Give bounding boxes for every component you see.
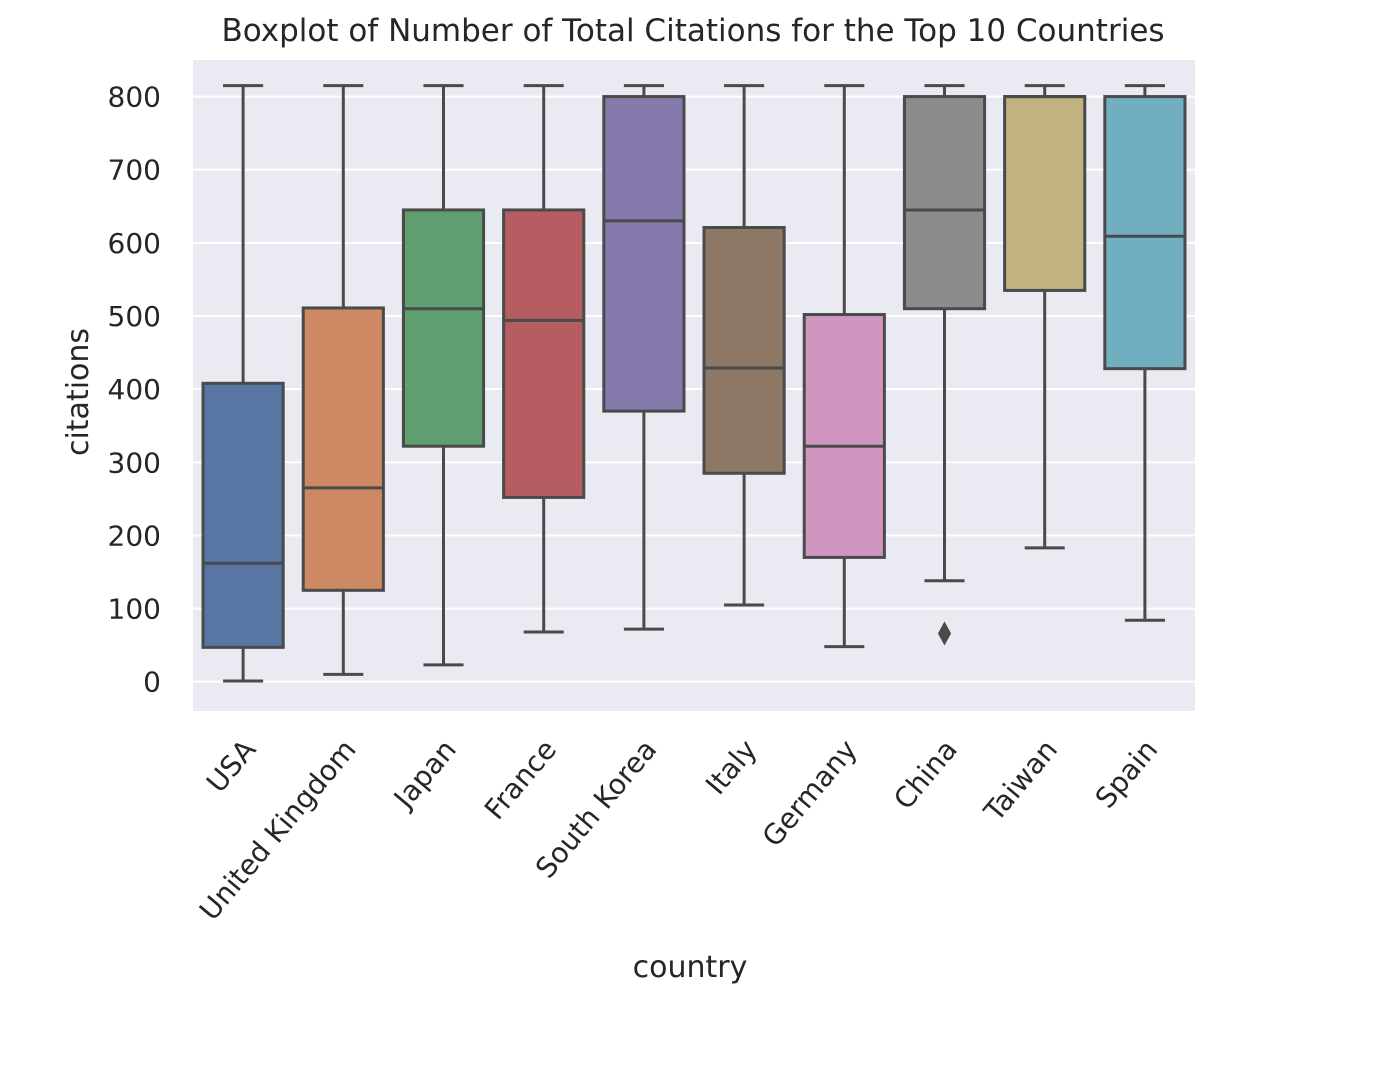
x-tick-label-china: China	[887, 733, 964, 815]
box-south-korea	[602, 95, 686, 413]
box-group-south-korea	[602, 84, 686, 631]
x-tick-label-taiwan: Taiwan	[977, 733, 1064, 828]
box-usa	[201, 381, 285, 649]
y-tick-label-500: 500	[108, 300, 161, 333]
box-group-taiwan	[1003, 84, 1087, 550]
y-tick-labels: 0 100 200 300 400 500 600 700 800	[108, 81, 161, 699]
outlier-china-0	[937, 621, 952, 646]
y-tick-label-200: 200	[108, 519, 161, 552]
y-axis-label: citations	[61, 328, 96, 456]
y-tick-label-700: 700	[108, 154, 161, 187]
y-tick-label-800: 800	[108, 81, 161, 114]
box-group-germany	[802, 84, 886, 649]
x-tick-label-italy: Italy	[699, 733, 763, 801]
chart-title: Boxplot of Number of Total Citations for…	[221, 13, 1164, 49]
box-taiwan	[1003, 95, 1087, 292]
box-group-spain	[1103, 84, 1187, 622]
x-tick-label-spain: Spain	[1089, 733, 1165, 814]
box-group-china	[902, 84, 987, 646]
x-tick-label-japan: Japan	[386, 733, 463, 816]
box-group-usa	[201, 84, 285, 683]
y-tick-label-100: 100	[108, 593, 161, 626]
y-tick-label-0: 0	[143, 666, 161, 699]
box-group-united-kingdom	[301, 84, 385, 676]
box-italy	[702, 226, 786, 475]
y-tick-label-300: 300	[108, 446, 161, 479]
box-united-kingdom	[301, 306, 385, 592]
x-tick-label-france: France	[478, 733, 563, 826]
box-group-japan	[401, 84, 486, 667]
x-axis-label: country	[633, 950, 748, 985]
y-tick-label-600: 600	[108, 227, 161, 260]
box-germany	[802, 313, 886, 559]
box-series	[201, 84, 1187, 683]
box-spain	[1103, 95, 1187, 371]
box-japan	[401, 208, 486, 448]
x-tick-label-germany: Germany	[756, 733, 864, 853]
x-tick-label-usa: USA	[200, 733, 263, 799]
box-china	[902, 95, 987, 311]
y-tick-label-400: 400	[108, 373, 161, 406]
box-france	[502, 208, 586, 499]
box-group-france	[502, 84, 586, 634]
box-group-italy	[702, 84, 786, 607]
